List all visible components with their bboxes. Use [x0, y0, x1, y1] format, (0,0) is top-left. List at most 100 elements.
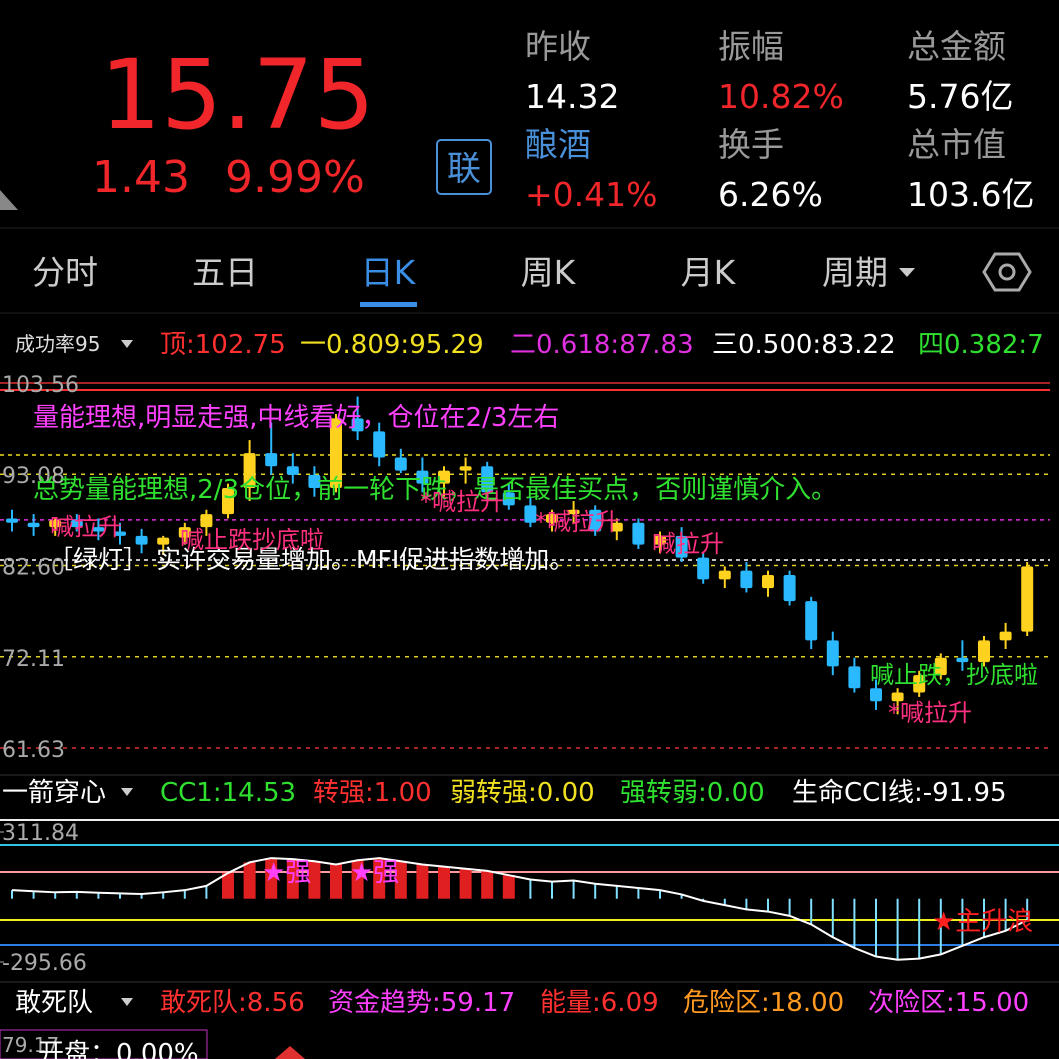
indicator-name[interactable]: 成功率95	[15, 332, 100, 356]
level: 二0.618:87.83	[510, 330, 694, 360]
candle-body	[805, 601, 818, 641]
dropdown-icon[interactable]	[899, 268, 915, 277]
indicator-name[interactable]: 敢死队	[15, 988, 93, 1018]
candle-body	[416, 470, 429, 484]
cci-item-part: 转强:	[313, 778, 374, 808]
price: 15.75	[100, 39, 375, 151]
link-button[interactable]: 联	[447, 149, 481, 189]
cci-bar	[896, 898, 899, 960]
tab[interactable]: 五日	[192, 253, 258, 292]
cci-bar	[723, 898, 726, 906]
level-part: 四0.382:	[918, 330, 1027, 360]
cci-bar	[286, 859, 299, 899]
bottom-item: 危险区:18.00	[683, 988, 844, 1018]
cci-bar	[615, 885, 618, 899]
candle-body	[740, 570, 753, 589]
y-tick-label: 103.56	[2, 373, 79, 398]
candle-body	[502, 492, 515, 506]
settings-icon[interactable]	[982, 252, 1032, 292]
candle-body	[157, 537, 170, 545]
candle-body	[351, 418, 364, 432]
dropdown-icon[interactable]	[121, 340, 133, 348]
tab[interactable]: 月K	[681, 253, 737, 292]
cci-bar	[594, 883, 597, 899]
corner-mark	[0, 190, 18, 210]
annotation: ［绿灯］ 实许交易量增加。MFI促进指数增加。	[48, 545, 574, 574]
cci-bar	[243, 862, 256, 899]
bottom-item-part: 敢死队:	[160, 988, 247, 1018]
change-pct: 9.99%	[225, 152, 365, 203]
link-button-frame[interactable]	[436, 139, 492, 195]
cci-bar	[702, 898, 705, 901]
candle-body	[135, 535, 148, 545]
stat-value: 14.32	[525, 77, 619, 116]
cci-bar	[416, 864, 429, 899]
cci-bar	[11, 890, 13, 899]
candle-body	[589, 509, 602, 532]
cci-bar	[875, 898, 877, 957]
candle-body	[848, 666, 861, 689]
bottom-item: 次险区:15.00	[868, 988, 1029, 1018]
candle-body	[632, 522, 645, 545]
y-tick-label: 82.60	[2, 555, 65, 580]
stat-value: +0.41%	[525, 175, 657, 214]
cci-item-part: -91.95	[923, 778, 1007, 808]
candle-body	[92, 527, 105, 532]
candle-body	[49, 520, 62, 528]
candle-body	[546, 514, 558, 523]
tab-underline	[360, 302, 417, 307]
cci-bar	[97, 892, 100, 899]
open-info-part: 0.00	[116, 1039, 174, 1059]
cci-bar	[330, 864, 342, 899]
cci-item-part: 弱转强:	[450, 778, 537, 808]
dropdown-icon[interactable]	[121, 998, 133, 1006]
candle-body	[610, 522, 623, 532]
annotation: ★强	[350, 858, 399, 888]
candle-body	[330, 418, 342, 488]
cci-bar	[502, 875, 515, 899]
tab[interactable]: 分时	[32, 253, 98, 292]
open-info: 开盘：0.00%	[38, 1039, 199, 1059]
cci-item: 生命CCI线:-91.95	[792, 778, 1007, 808]
level: 一0.809:95.29	[300, 330, 484, 360]
candle-body	[373, 431, 386, 458]
level-part: 二0.618:	[510, 330, 619, 360]
tab[interactable]: 日K	[361, 253, 417, 292]
open-info-part: %	[174, 1039, 199, 1059]
cci-bar	[810, 898, 813, 925]
candle-body	[27, 522, 40, 528]
stat-value: 5.76亿	[907, 77, 1013, 116]
bottom-item: 能量:6.09	[540, 988, 659, 1018]
cci-bar	[438, 866, 450, 899]
bottom-item-part: 6.09	[601, 988, 659, 1018]
cci-bar	[459, 868, 472, 899]
level-part: 三0.500:	[712, 330, 821, 360]
cci-bar	[745, 898, 748, 910]
cci-bar	[1026, 898, 1029, 921]
stat-label: 振幅	[718, 27, 784, 66]
cci-item: 转强:1.00	[313, 778, 432, 808]
cci-bar	[54, 892, 57, 899]
level-part: 7	[1027, 330, 1044, 360]
cci-item: CC1:14.53	[160, 778, 296, 808]
candle-body	[783, 575, 796, 602]
bottom-item-part: 59.17	[441, 988, 515, 1018]
bottom-item: 敢死队:8.56	[160, 988, 305, 1018]
annotation: *喊拉升	[535, 508, 619, 536]
cci-bar	[119, 893, 121, 899]
annotation: 喊止跌，抄底啦	[870, 661, 1038, 689]
cci-line	[11, 857, 1028, 961]
tab[interactable]: 周期	[822, 253, 888, 292]
dropdown-icon[interactable]	[121, 788, 133, 796]
stat-label: 总市值	[907, 125, 1006, 164]
level: 四0.382:7	[918, 330, 1044, 360]
candle-body	[286, 466, 299, 475]
indicator-name[interactable]: 一箭穿心	[2, 778, 106, 808]
y-tick-label: 72.11	[2, 647, 65, 672]
stat-label: 昨收	[525, 27, 591, 66]
candle-body	[265, 453, 278, 467]
candle-body	[697, 557, 710, 580]
tab[interactable]: 周K	[521, 253, 577, 292]
level: 三0.500:83.22	[712, 330, 896, 360]
bottom-item-part: 次险区:	[868, 988, 955, 1018]
